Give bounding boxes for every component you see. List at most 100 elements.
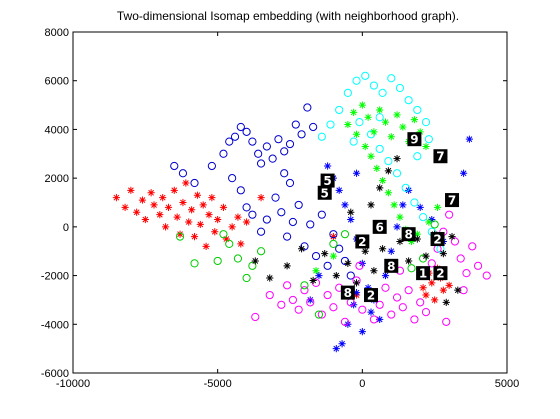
data-point-s3-31 <box>445 210 454 219</box>
data-point-s1-38 <box>335 244 344 253</box>
digit-thumbnail-3: 5 <box>317 185 332 200</box>
y-tick-label-4: 2000 <box>45 173 69 185</box>
digit-thumbnail-box-9 <box>384 258 399 273</box>
data-point-s0-0 <box>112 194 120 202</box>
data-point-s4-16 <box>384 156 393 166</box>
data-point-s1-30 <box>288 217 297 227</box>
data-point-s5-13 <box>422 142 430 151</box>
data-point-s7-6 <box>332 271 340 280</box>
data-point-s0-10 <box>161 223 170 231</box>
data-point-s5-16 <box>367 152 375 160</box>
data-point-s1-15 <box>280 147 289 156</box>
data-point-s1-7 <box>236 122 245 132</box>
data-point-s1-2 <box>190 178 199 188</box>
data-point-s2-20 <box>416 203 424 211</box>
data-point-s6-2 <box>213 256 222 266</box>
data-point-s0-15 <box>179 198 187 207</box>
data-point-s2-13 <box>332 345 340 353</box>
data-point-s0-35 <box>329 233 337 241</box>
data-point-s2-21 <box>428 215 436 224</box>
data-point-s6-3 <box>219 230 228 239</box>
data-point-s0-33 <box>243 218 251 226</box>
digit-thumbnail-box-5 <box>372 219 387 234</box>
data-point-s2-2 <box>324 162 332 170</box>
digit-thumbnail-5: 6 <box>372 219 387 234</box>
data-point-s0-20 <box>193 191 202 199</box>
data-point-s6-0 <box>175 232 185 241</box>
digit-thumbnail-label-10: 1 <box>419 267 427 281</box>
data-point-s2-8 <box>364 284 372 292</box>
data-point-s0-1 <box>121 203 129 211</box>
data-point-s6-9 <box>300 281 309 290</box>
data-point-s1-36 <box>323 261 332 270</box>
data-point-s1-28 <box>277 208 286 217</box>
data-point-s3-6 <box>300 286 309 295</box>
data-point-s3-20 <box>381 283 390 292</box>
data-point-s0-7 <box>150 201 158 209</box>
digit-thumbnail-box-11 <box>433 266 448 281</box>
data-point-s1-8 <box>242 127 251 136</box>
data-point-s2-5 <box>347 215 355 224</box>
data-point-s0-45 <box>445 281 453 289</box>
data-point-s5-7 <box>387 133 395 141</box>
data-point-s4-11 <box>326 120 335 129</box>
data-point-s1-34 <box>311 251 321 261</box>
data-point-s0-14 <box>176 230 184 238</box>
data-point-s1-17 <box>291 120 300 129</box>
data-point-s2-30 <box>352 289 361 297</box>
data-point-s3-9 <box>317 310 326 319</box>
data-point-s3-4 <box>288 295 297 305</box>
data-point-s3-28 <box>427 259 436 268</box>
data-point-s3-11 <box>329 303 338 312</box>
data-point-s1-20 <box>309 122 318 132</box>
data-point-s1-4 <box>219 149 228 158</box>
data-point-s4-12 <box>317 132 326 141</box>
data-point-s2-18 <box>399 201 407 209</box>
digit-thumbnail-label-11: 2 <box>436 267 444 281</box>
data-point-s5-3 <box>364 113 372 121</box>
data-point-s7-9 <box>361 247 369 255</box>
x-axis: -10000 -5000 0 5000 <box>56 32 519 390</box>
data-point-s7-22 <box>384 167 392 175</box>
data-point-s5-5 <box>376 106 384 114</box>
data-point-s6-11 <box>329 239 338 249</box>
data-point-s4-13 <box>355 118 364 127</box>
data-point-s0-22 <box>199 201 207 209</box>
data-point-s1-37 <box>329 230 338 239</box>
data-point-s2-4 <box>341 201 349 209</box>
data-point-s4-18 <box>401 183 410 192</box>
data-point-s5-12 <box>416 128 424 136</box>
data-point-s3-33 <box>456 254 465 263</box>
digit-thumbnail-box-4 <box>445 193 460 208</box>
data-point-s0-38 <box>422 291 430 299</box>
data-point-s0-13 <box>173 213 181 221</box>
data-point-s3-10 <box>323 290 332 300</box>
data-point-s7-13 <box>396 237 404 246</box>
y-tick-label-6: 6000 <box>45 76 69 88</box>
data-point-s4-3 <box>378 88 387 97</box>
data-point-s4-8 <box>421 118 431 127</box>
y-axis: -6000 -4000 -2000 0 2000 4000 6000 8000 <box>41 27 507 380</box>
data-point-s7-18 <box>439 250 447 258</box>
x-tick-label-2: 0 <box>359 378 365 390</box>
data-point-s6-10 <box>314 310 324 319</box>
data-point-s6-1 <box>190 259 199 268</box>
data-point-s2-17 <box>393 223 401 231</box>
data-point-s0-11 <box>164 203 173 211</box>
data-point-s1-24 <box>248 210 257 219</box>
data-point-s0-3 <box>133 208 141 216</box>
data-point-s4-17 <box>392 169 402 178</box>
digit-thumbnail-box-3 <box>317 185 332 200</box>
data-point-s7-23 <box>393 155 401 163</box>
data-point-s5-17 <box>373 164 381 172</box>
data-point-s5-18 <box>378 176 387 185</box>
data-point-s4-19 <box>410 198 419 207</box>
data-point-s4-23 <box>413 152 422 161</box>
data-point-s0-26 <box>211 228 219 236</box>
digit-thumbnail-label-13: 2 <box>367 289 375 303</box>
data-point-s3-41 <box>355 261 364 270</box>
y-tick-label-7: 8000 <box>45 27 69 39</box>
data-point-s1-42 <box>280 169 289 178</box>
data-point-s3-35 <box>468 242 477 251</box>
